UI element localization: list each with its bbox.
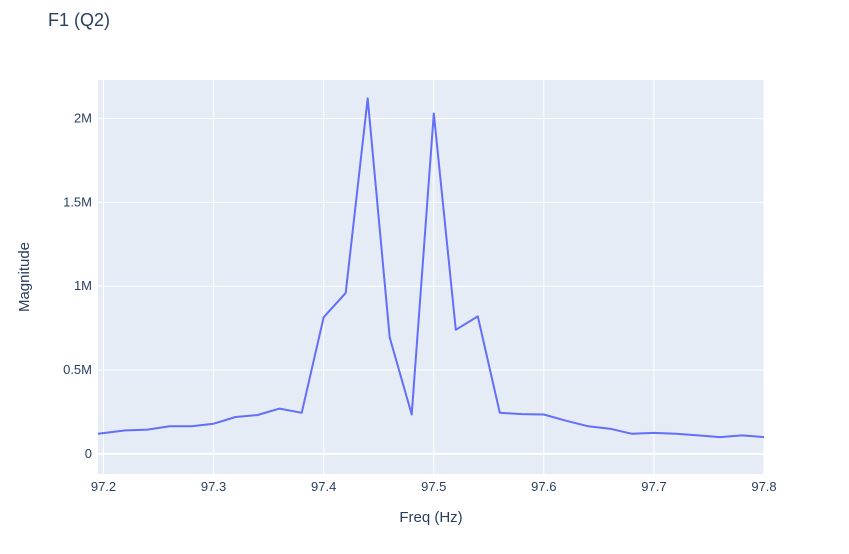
y-axis-title: Magnitude (16, 242, 33, 312)
x-tick-label: 97.3 (201, 479, 226, 494)
x-tick-label: 97.4 (311, 479, 336, 494)
series-line (97, 97, 765, 439)
chart-title: F1 (Q2) (48, 10, 110, 30)
grid-lines (98, 80, 765, 474)
series-layer (97, 97, 765, 439)
x-tick-label: 97.7 (641, 479, 666, 494)
tick-labels: 97.2 97.3 97.4 97.5 97.6 97.7 97.8 0 0.5M 1M 1.5M 2… (63, 111, 777, 494)
y-tick-label: 2M (74, 111, 92, 126)
x-tick-label: 97.2 (91, 479, 116, 494)
x-tick-label: 97.8 (751, 479, 776, 494)
y-tick-label: 0 (85, 446, 92, 461)
y-tick-label: 1M (74, 278, 92, 293)
y-tick-label: 0.5M (63, 362, 92, 377)
x-axis-title: Freq (Hz) (399, 509, 462, 526)
x-tick-label: 97.5 (421, 479, 446, 494)
y-tick-label: 1.5M (63, 194, 92, 209)
x-tick-label: 97.6 (531, 479, 556, 494)
